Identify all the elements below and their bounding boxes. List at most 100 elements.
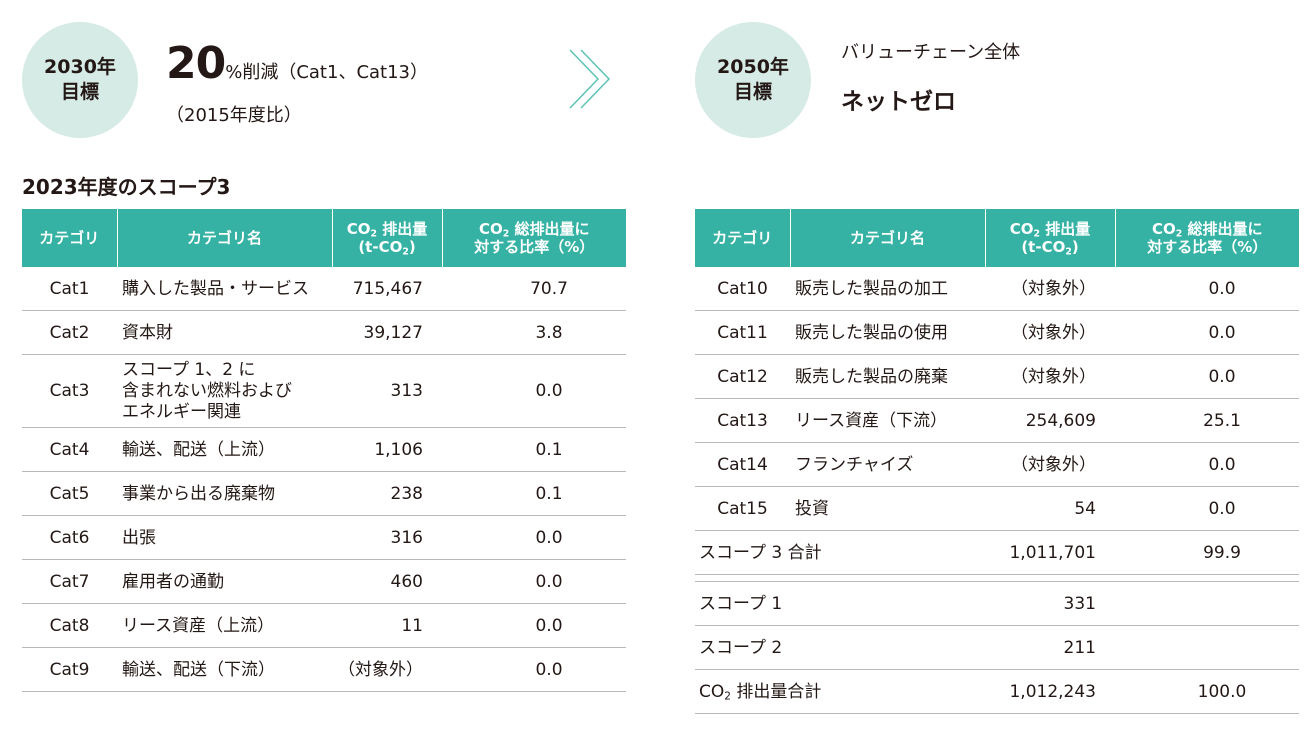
co2-total-emissions: 1,012,243: [985, 669, 1115, 714]
table-row: Cat12 販売した製品の廃棄 （対象外） 0.0: [695, 354, 1299, 399]
row-ratio: 0.0: [1115, 267, 1299, 311]
row-category: Cat3: [22, 354, 117, 428]
row-ratio: 70.7: [442, 267, 626, 311]
table-row: Cat3 スコープ 1、2 に 含まれない燃料および エネルギー関連 313 0.0: [22, 354, 626, 428]
row-name: 投資: [790, 486, 985, 531]
scope2-row: スコープ 2 211: [695, 625, 1299, 670]
table-row: Cat8 リース資産（上流） 11 0.0: [22, 603, 626, 648]
row-emissions: 54: [985, 486, 1115, 531]
header-emissions: CO2 排出量 (t-CO2): [331, 209, 442, 267]
row-ratio: 0.0: [1115, 310, 1299, 355]
row-emissions: （対象外）: [985, 442, 1115, 487]
row-ratio: 0.0: [442, 354, 626, 428]
row-name: 資本財: [117, 310, 332, 355]
reduction-suffix: %削減（Cat1、Cat13）: [225, 62, 429, 83]
scope1-row: スコープ 1 331: [695, 581, 1299, 626]
table-row: Cat13 リース資産（下流） 254,609 25.1: [695, 398, 1299, 443]
header-ratio: CO2 総排出量に 対する比率（%）: [1114, 209, 1299, 267]
scope2-label: スコープ 2: [695, 625, 985, 670]
table-row: Cat1 購入した製品・サービス 715,467 70.7: [22, 267, 626, 311]
table-row: Cat2 資本財 39,127 3.8: [22, 310, 626, 355]
header-category: カテゴリ: [695, 209, 790, 267]
row-emissions: 39,127: [332, 310, 442, 355]
chevron-right-icon: [569, 49, 611, 109]
table-row: Cat11 販売した製品の使用 （対象外） 0.0: [695, 310, 1299, 355]
target-2050-label: 目標: [733, 81, 772, 103]
row-emissions: 715,467: [332, 267, 442, 311]
row-name: 輸送、配送（下流）: [117, 647, 332, 692]
scope3-table-right: カテゴリ カテゴリ名 CO2 排出量 (t-CO2) CO2 総排出量に 対する…: [695, 209, 1299, 714]
row-name: リース資産（上流）: [117, 603, 332, 648]
row-ratio: 0.0: [442, 603, 626, 648]
row-category: Cat11: [695, 310, 790, 355]
row-name: 事業から出る廃棄物: [117, 471, 332, 516]
row-ratio: 3.8: [442, 310, 626, 355]
row-category: Cat14: [695, 442, 790, 487]
scope3-total-ratio: 99.9: [1115, 530, 1299, 575]
table-row: Cat5 事業から出る廃棄物 238 0.1: [22, 471, 626, 516]
row-ratio: 0.0: [442, 559, 626, 604]
row-emissions: 1,106: [332, 427, 442, 472]
row-emissions: （対象外）: [332, 647, 442, 692]
target-2030-headline: 20%削減（Cat1、Cat13）: [166, 38, 428, 89]
row-name: 販売した製品の使用: [790, 310, 985, 355]
row-category: Cat1: [22, 267, 117, 311]
row-emissions: 460: [332, 559, 442, 604]
row-category: Cat5: [22, 471, 117, 516]
row-name: 購入した製品・サービス: [117, 267, 332, 311]
row-emissions: 316: [332, 515, 442, 560]
row-emissions: 254,609: [985, 398, 1115, 443]
scope2-emissions: 211: [985, 625, 1115, 670]
header-category-name: カテゴリ名: [789, 209, 985, 267]
table-row: Cat10 販売した製品の加工 （対象外） 0.0: [695, 267, 1299, 311]
row-category: Cat12: [695, 354, 790, 399]
row-category: Cat7: [22, 559, 117, 604]
row-category: Cat8: [22, 603, 117, 648]
target-2050-goal: ネットゼロ: [841, 89, 956, 115]
co2-total-label: CO2 排出量合計: [695, 669, 985, 714]
row-name: 輸送、配送（上流）: [117, 427, 332, 472]
header-category: カテゴリ: [22, 209, 117, 267]
row-ratio: 25.1: [1115, 398, 1299, 443]
row-category: Cat9: [22, 647, 117, 692]
target-2030-baseline: （2015年度比）: [166, 105, 302, 126]
row-emissions: （対象外）: [985, 267, 1115, 311]
section-title: 2023年度のスコープ3: [22, 175, 231, 199]
scope3-total-row: スコープ 3 合計 1,011,701 99.9: [695, 530, 1299, 575]
scope3-total-emissions: 1,011,701: [985, 530, 1115, 575]
scope1-emissions: 331: [985, 581, 1115, 626]
row-ratio: 0.0: [1115, 354, 1299, 399]
row-name: 販売した製品の廃棄: [790, 354, 985, 399]
table-row: Cat6 出張 316 0.0: [22, 515, 626, 560]
table-row: Cat15 投資 54 0.0: [695, 486, 1299, 531]
row-emissions: （対象外）: [985, 310, 1115, 355]
row-emissions: 313: [332, 354, 442, 428]
target-2050-year: 2050年: [717, 56, 789, 78]
scope3-total-label: スコープ 3 合計: [695, 530, 985, 575]
header-ratio: CO2 総排出量に 対する比率（%）: [441, 209, 626, 267]
target-2050-scope: バリューチェーン全体: [841, 42, 1021, 63]
row-emissions: （対象外）: [985, 354, 1115, 399]
row-ratio: 0.0: [1115, 442, 1299, 487]
row-emissions: 11: [332, 603, 442, 648]
co2-total-ratio: 100.0: [1115, 669, 1299, 714]
reduction-value: 20: [166, 38, 226, 89]
row-name: 出張: [117, 515, 332, 560]
row-name: フランチャイズ: [790, 442, 985, 487]
row-ratio: 0.0: [442, 515, 626, 560]
scope2-ratio: [1115, 625, 1299, 670]
target-2030-badge: 2030年 目標: [22, 22, 138, 138]
target-2030-year: 2030年: [44, 56, 116, 78]
row-category: Cat2: [22, 310, 117, 355]
header-emissions: CO2 排出量 (t-CO2): [984, 209, 1115, 267]
row-ratio: 0.0: [442, 647, 626, 692]
row-category: Cat15: [695, 486, 790, 531]
row-category: Cat10: [695, 267, 790, 311]
co2-total-row: CO2 排出量合計 1,012,243 100.0: [695, 669, 1299, 714]
row-category: Cat6: [22, 515, 117, 560]
table-header-row: カテゴリ カテゴリ名 CO2 排出量 (t-CO2) CO2 総排出量に 対する…: [22, 209, 626, 267]
header-category-name: カテゴリ名: [116, 209, 332, 267]
target-2030-label: 目標: [60, 81, 99, 103]
row-category: Cat4: [22, 427, 117, 472]
table-row: Cat7 雇用者の通勤 460 0.0: [22, 559, 626, 604]
